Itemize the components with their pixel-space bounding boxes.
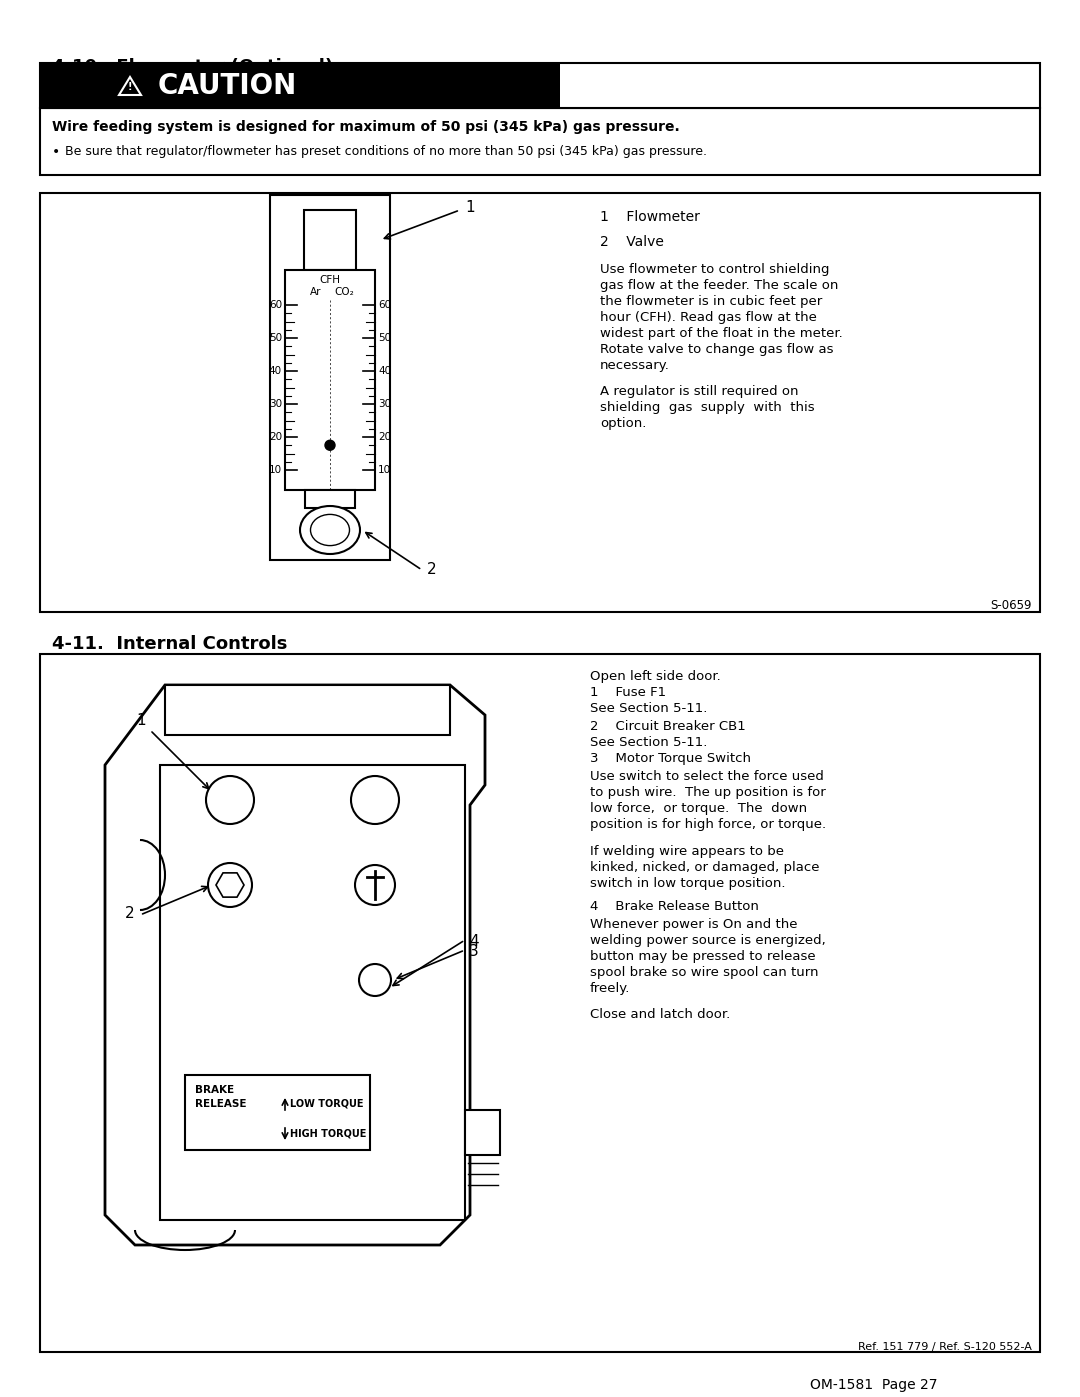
Text: RELEASE: RELEASE (195, 1099, 246, 1109)
Text: Ar: Ar (310, 286, 322, 298)
Bar (305, 490, 355, 509)
Text: hour (CFH). Read gas flow at the: hour (CFH). Read gas flow at the (600, 312, 816, 324)
Text: 20: 20 (378, 432, 391, 441)
Text: welding power source is energized,: welding power source is energized, (590, 935, 826, 947)
Circle shape (325, 440, 335, 450)
Text: 2: 2 (427, 563, 436, 577)
Text: option.: option. (600, 416, 646, 430)
Bar (40, 63, 1040, 108)
Text: switch in low torque position.: switch in low torque position. (590, 877, 785, 890)
Text: •: • (52, 145, 60, 159)
Text: 1: 1 (136, 712, 146, 728)
Text: 4    Brake Release Button: 4 Brake Release Button (590, 900, 759, 914)
Text: !: ! (127, 82, 132, 92)
Circle shape (355, 865, 395, 905)
Bar (465, 1111, 500, 1155)
Bar (40, 193, 1040, 612)
Circle shape (359, 964, 391, 996)
Bar (270, 196, 390, 560)
Text: 30: 30 (269, 400, 282, 409)
Text: If welding wire appears to be: If welding wire appears to be (590, 845, 784, 858)
Polygon shape (165, 685, 450, 735)
Circle shape (351, 775, 399, 824)
Text: OM-1581  Page 27: OM-1581 Page 27 (810, 1377, 937, 1391)
Text: Use flowmeter to control shielding: Use flowmeter to control shielding (600, 263, 829, 277)
Text: low force,  or torque.  The  down: low force, or torque. The down (590, 802, 807, 814)
Text: 3: 3 (469, 944, 478, 960)
Text: A regulator is still required on: A regulator is still required on (600, 386, 798, 398)
Text: Rotate valve to change gas flow as: Rotate valve to change gas flow as (600, 344, 834, 356)
Text: necessary.: necessary. (600, 359, 670, 372)
Bar (160, 766, 465, 1220)
Text: 60: 60 (269, 300, 282, 310)
Text: Close and latch door.: Close and latch door. (590, 1009, 730, 1021)
Text: 4-10.  Flowmeter (Optional): 4-10. Flowmeter (Optional) (52, 59, 333, 75)
Text: See Section 5-11.: See Section 5-11. (590, 703, 707, 715)
Text: Wire feeding system is designed for maximum of 50 psi (345 kPa) gas pressure.: Wire feeding system is designed for maxi… (52, 120, 679, 134)
Text: 40: 40 (269, 366, 282, 376)
Text: LOW TORQUE: LOW TORQUE (291, 1099, 364, 1109)
Polygon shape (105, 685, 485, 1245)
Text: kinked, nicked, or damaged, place: kinked, nicked, or damaged, place (590, 861, 820, 875)
Text: CFH: CFH (320, 275, 340, 285)
Bar (303, 210, 356, 270)
Text: S-0659: S-0659 (990, 599, 1032, 612)
Bar (185, 1076, 370, 1150)
Text: Whenever power is On and the: Whenever power is On and the (590, 918, 797, 930)
Text: 30: 30 (378, 400, 391, 409)
Text: 1: 1 (465, 201, 474, 215)
Text: position is for high force, or torque.: position is for high force, or torque. (590, 819, 826, 831)
Text: widest part of the float in the meter.: widest part of the float in the meter. (600, 327, 842, 339)
Text: spool brake so wire spool can turn: spool brake so wire spool can turn (590, 965, 819, 979)
Text: the flowmeter is in cubic feet per: the flowmeter is in cubic feet per (600, 295, 822, 307)
Text: BRAKE: BRAKE (195, 1085, 234, 1095)
Bar (40, 654, 1040, 1352)
Text: 20: 20 (269, 432, 282, 441)
Circle shape (206, 775, 254, 824)
Text: freely.: freely. (590, 982, 631, 995)
Text: 4: 4 (469, 935, 478, 950)
Text: Ref. 151 779 / Ref. S-120 552-A: Ref. 151 779 / Ref. S-120 552-A (859, 1343, 1032, 1352)
Ellipse shape (300, 506, 360, 555)
Text: 40: 40 (378, 366, 391, 376)
Text: to push wire.  The up position is for: to push wire. The up position is for (590, 787, 826, 799)
Text: CAUTION: CAUTION (158, 73, 297, 101)
Text: shielding  gas  supply  with  this: shielding gas supply with this (600, 401, 814, 414)
Text: 10: 10 (269, 465, 282, 475)
Polygon shape (216, 873, 244, 897)
Text: 4-11.  Internal Controls: 4-11. Internal Controls (52, 636, 287, 652)
Text: 10: 10 (378, 465, 391, 475)
Text: 3    Motor Torque Switch: 3 Motor Torque Switch (590, 752, 751, 766)
Text: 50: 50 (269, 332, 282, 344)
Text: Use switch to select the force used: Use switch to select the force used (590, 770, 824, 782)
Text: 1    Fuse F1: 1 Fuse F1 (590, 686, 666, 698)
Ellipse shape (311, 514, 350, 546)
Text: See Section 5-11.: See Section 5-11. (590, 736, 707, 749)
Text: 2: 2 (125, 905, 135, 921)
Bar (40, 63, 561, 108)
Bar (40, 108, 1040, 175)
Text: HIGH TORQUE: HIGH TORQUE (291, 1129, 366, 1139)
Text: Open left side door.: Open left side door. (590, 671, 720, 683)
Text: 50: 50 (378, 332, 391, 344)
Text: CO₂: CO₂ (334, 286, 354, 298)
Text: button may be pressed to release: button may be pressed to release (590, 950, 815, 963)
Text: 1    Flowmeter: 1 Flowmeter (600, 210, 700, 224)
Text: 2    Valve: 2 Valve (600, 235, 664, 249)
Bar (285, 270, 375, 490)
Text: 2    Circuit Breaker CB1: 2 Circuit Breaker CB1 (590, 719, 746, 733)
Text: gas flow at the feeder. The scale on: gas flow at the feeder. The scale on (600, 279, 838, 292)
Text: Be sure that regulator/flowmeter has preset conditions of no more than 50 psi (3: Be sure that regulator/flowmeter has pre… (65, 145, 707, 158)
Text: 60: 60 (378, 300, 391, 310)
Circle shape (208, 863, 252, 907)
